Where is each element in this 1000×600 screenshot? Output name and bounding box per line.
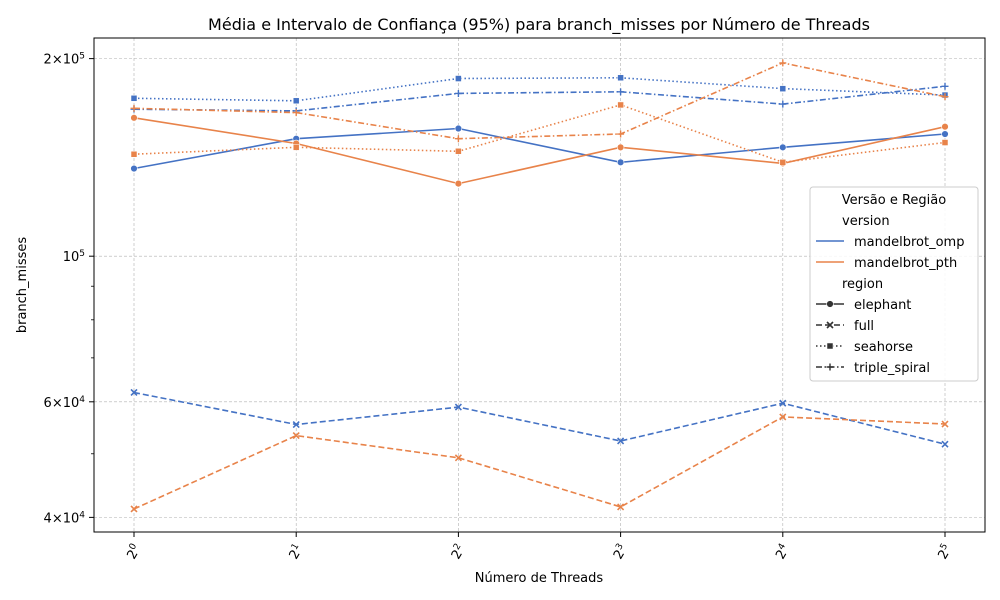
legend-box (809, 186, 979, 382)
data-point (292, 144, 300, 151)
data-point (941, 123, 949, 131)
legend-section-title: region (842, 277, 883, 292)
data-point (454, 135, 462, 143)
y-axis-label: branch_misses (15, 237, 30, 334)
data-point (941, 130, 949, 138)
data-point (616, 158, 625, 167)
y-tick-label: 6×104 (44, 395, 86, 411)
data-point (941, 420, 949, 428)
data-point (779, 85, 787, 92)
legend-marker (826, 321, 834, 329)
data-point (130, 114, 138, 122)
legend-entry: elephant (854, 298, 911, 313)
data-point (617, 503, 625, 511)
data-point (617, 74, 624, 82)
data-point (454, 124, 463, 133)
data-point (617, 88, 625, 96)
y-tick-label: 105 (63, 249, 85, 265)
legend-entry: mandelbrot_pth (854, 256, 957, 271)
data-point (454, 454, 462, 462)
series-line (133, 391, 946, 445)
data-point (941, 93, 949, 101)
plot-frame (93, 37, 986, 533)
data-point (292, 97, 300, 105)
data-point (941, 139, 949, 146)
series-line (133, 127, 946, 170)
series-line (133, 85, 946, 112)
series-layer (130, 59, 949, 513)
data-point (130, 104, 138, 112)
data-point (455, 75, 462, 82)
data-point (779, 399, 787, 407)
series-mandelbrot_omp-full (130, 388, 949, 448)
data-point (941, 440, 949, 448)
data-point (779, 413, 787, 421)
chart-title: Média e Intervalo de Confiança (95%) par… (208, 15, 870, 35)
data-point (292, 431, 300, 440)
legend-marker (826, 300, 834, 308)
legend: Versão e Região version mandelbrot_ompmand… (809, 186, 979, 382)
legend-marker (826, 363, 834, 371)
data-point (130, 388, 138, 397)
data-point (292, 420, 300, 429)
data-point (779, 59, 787, 67)
data-point (779, 143, 787, 152)
data-point (455, 148, 462, 155)
data-point (779, 159, 787, 166)
series-mandelbrot_pth-full (130, 413, 949, 513)
data-point (454, 179, 463, 188)
data-point (617, 101, 624, 109)
series-line (133, 416, 946, 510)
data-point (130, 95, 138, 102)
legend-entry: triple_spiral (854, 361, 930, 376)
legend-marker (826, 342, 834, 350)
legend-entry: mandelbrot_omp (854, 235, 964, 250)
y-tick-label: 2×105 (44, 52, 85, 68)
series-line (133, 104, 946, 164)
legend-entry: seahorse (854, 340, 913, 355)
x-axis-label: Número de Threads (475, 571, 604, 586)
series-mandelbrot_pth-elephant (130, 114, 949, 188)
legend-section-title: version (842, 214, 890, 229)
data-point (130, 150, 138, 158)
data-point (130, 164, 138, 173)
data-point (941, 82, 949, 90)
series-mandelbrot_omp-elephant (130, 124, 949, 173)
data-point (292, 109, 300, 117)
data-point (779, 100, 787, 108)
data-point (617, 130, 625, 138)
data-point (616, 143, 625, 152)
data-point (130, 505, 138, 513)
legend-title: Versão e Região (842, 193, 946, 208)
data-point (617, 437, 625, 445)
series-mandelbrot_pth-triple_spiral (130, 59, 949, 143)
y-tick-label: 4×104 (44, 510, 86, 526)
legend-entry: full (854, 319, 874, 334)
data-point (454, 403, 462, 411)
series-mandelbrot_pth-seahorse (130, 101, 949, 166)
data-point (454, 89, 462, 97)
series-line (133, 117, 946, 185)
